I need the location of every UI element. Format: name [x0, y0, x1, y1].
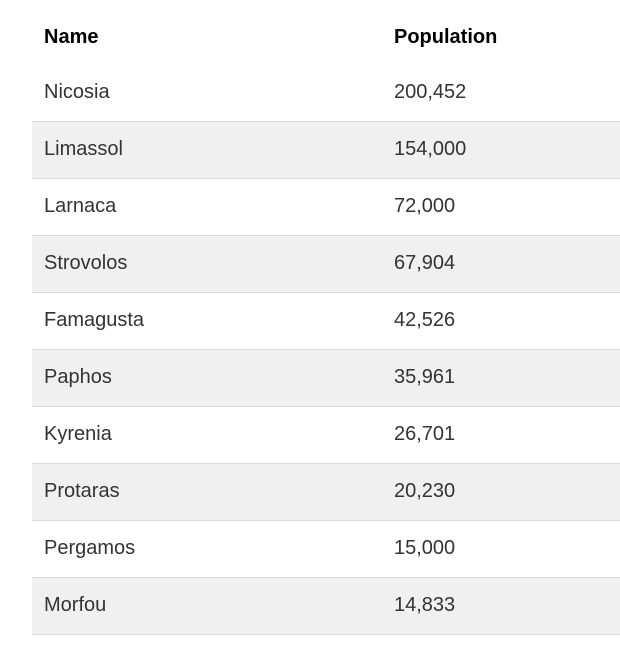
city-name-cell: Kyrenia [44, 423, 112, 445]
population-cell: 200,452 [394, 80, 467, 103]
population-cell: 67,904 [394, 252, 456, 274]
table-row: Larnaca 72,000 [32, 178, 620, 235]
table-row: Paphos 35,961 [32, 349, 620, 406]
population-cell: 14,833 [394, 594, 456, 616]
header-row: Name Population [32, 10, 620, 64]
table-header: Name Population [32, 10, 620, 64]
population-cell: 35,961 [394, 366, 456, 388]
column-header-population: Population [394, 25, 498, 48]
population-cell: 72,000 [394, 195, 456, 217]
population-cell: 15,000 [394, 537, 456, 559]
population-cell: 42,526 [394, 309, 456, 331]
population-cell: 20,230 [394, 480, 456, 502]
table-row: Kyrenia 26,701 [32, 406, 620, 463]
table-row: Strovolos 67,904 [32, 235, 620, 292]
table-row: Protaras 20,230 [32, 463, 620, 520]
population-table: Name Population Nicosia 200,452 Limassol 15… [32, 10, 620, 635]
city-name-cell: Protaras [44, 480, 120, 502]
city-name-cell: Pergamos [44, 537, 136, 559]
city-name-cell: Larnaca [44, 195, 117, 217]
city-name-cell: Limassol [44, 138, 123, 160]
table-row: Morfou 14,833 [32, 577, 620, 634]
table-row: Nicosia 200,452 [32, 64, 620, 121]
column-header-name: Name [44, 25, 99, 48]
population-cell: 154,000 [394, 138, 467, 160]
table-body: Nicosia 200,452 Limassol 154,000 Larnaca 72,0… [32, 64, 620, 634]
city-name-cell: Famagusta [44, 309, 145, 331]
table-row: Famagusta 42,526 [32, 292, 620, 349]
city-name-cell: Nicosia [44, 80, 110, 103]
city-name-cell: Morfou [44, 594, 107, 616]
table-row: Limassol 154,000 [32, 121, 620, 178]
city-name-cell: Strovolos [44, 252, 128, 274]
population-cell: 26,701 [394, 423, 456, 445]
table-row: Pergamos 15,000 [32, 520, 620, 577]
city-name-cell: Paphos [44, 366, 112, 388]
